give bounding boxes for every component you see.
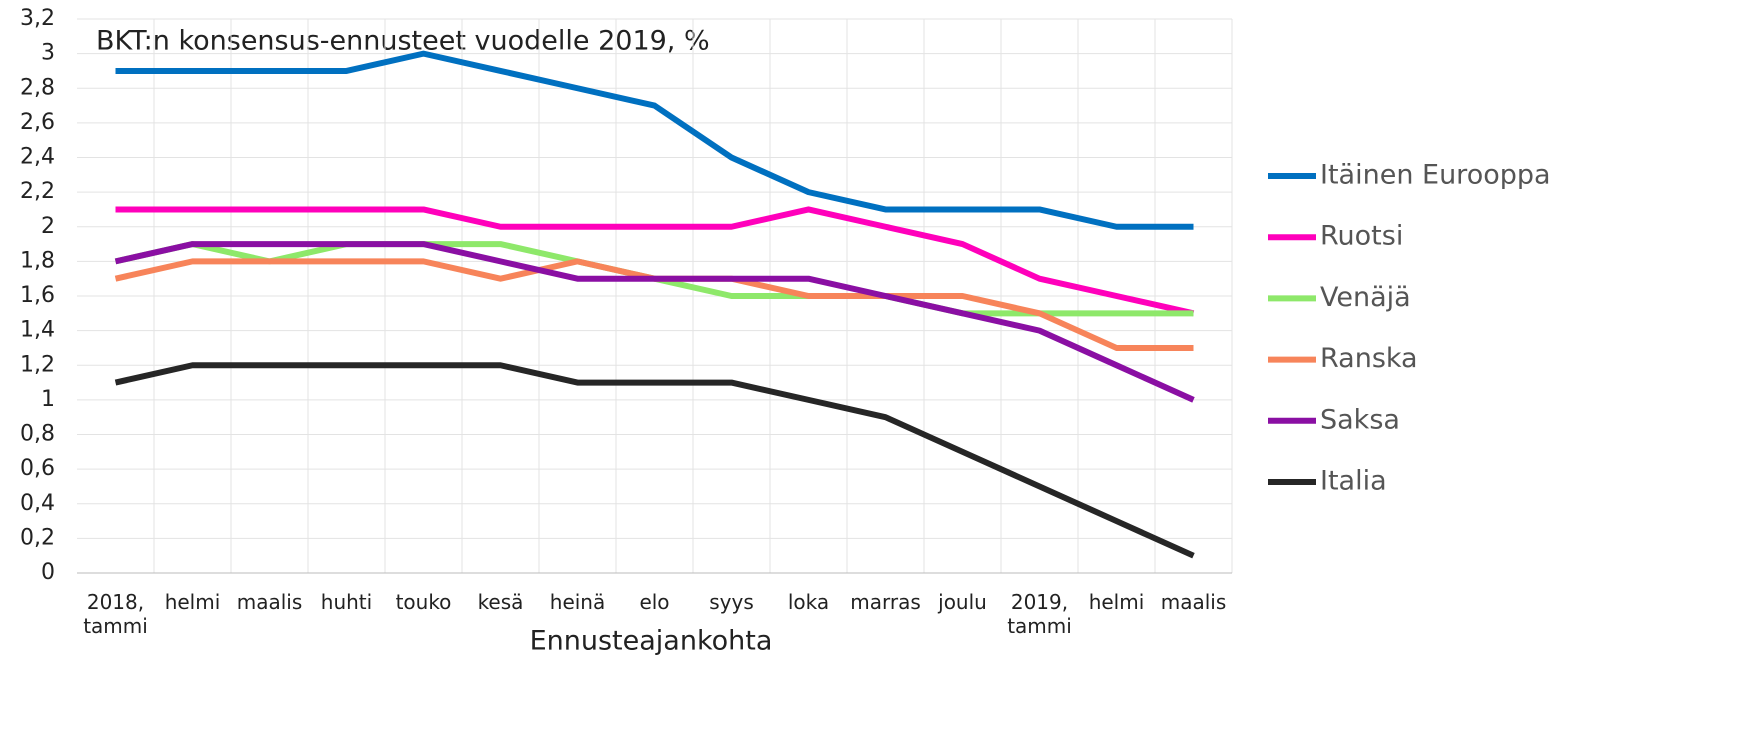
x-tick-label: huhti	[320, 590, 373, 614]
x-tick-label: helmi	[164, 590, 221, 614]
y-tick-label: 0	[41, 560, 55, 585]
legend-label: Italia	[1320, 466, 1387, 497]
y-tick-label: 1	[41, 387, 55, 412]
y-tick-label: 0,4	[20, 491, 55, 516]
x-tick-label: loka	[787, 590, 830, 614]
series-line	[115, 50, 1194, 230]
y-tick-label: 0,8	[20, 422, 55, 447]
series-line	[114, 362, 1195, 559]
y-tick-label: 0,2	[20, 525, 55, 550]
legend-label: Venäjä	[1320, 282, 1411, 313]
y-tick-label: 2	[41, 214, 55, 239]
x-tick-label: helmi	[1088, 590, 1145, 614]
x-tick-label: heinä	[549, 590, 606, 614]
legend-label: Ruotsi	[1320, 221, 1403, 252]
y-tick-label: 1,8	[20, 248, 55, 273]
y-tick-label: 2,8	[20, 75, 55, 100]
y-tick-label: 2,2	[20, 179, 55, 204]
x-tick-label: marras	[850, 590, 921, 614]
y-tick-label: 1,4	[20, 318, 55, 343]
y-tick-label: 3,2	[20, 6, 55, 31]
x-tick-label: 2018, tammi	[83, 590, 148, 638]
x-tick-label: touko	[395, 590, 452, 614]
y-tick-label: 2,4	[20, 145, 55, 170]
y-tick-label: 1,2	[20, 352, 55, 377]
y-tick-label: 2,6	[20, 110, 55, 135]
x-tick-label: elo	[639, 590, 670, 614]
legend-label: Itäinen Eurooppa	[1320, 160, 1551, 191]
legend-label: Ranska	[1320, 343, 1418, 374]
x-tick-label: kesä	[477, 590, 524, 614]
x-tick-label: joulu	[938, 590, 987, 614]
series-line	[114, 241, 1195, 403]
y-tick-label: 1,6	[20, 283, 55, 308]
x-tick-label: maalis	[1160, 590, 1227, 614]
series-line	[115, 206, 1195, 317]
x-tick-label: 2019, tammi	[1007, 590, 1072, 638]
x-axis-title: Ennusteajankohta	[530, 626, 773, 657]
x-tick-label: syys	[709, 590, 754, 614]
chart-title: BKT:n konsensus-ennusteet vuodelle 2019,…	[96, 26, 710, 57]
x-tick-label: maalis	[236, 590, 303, 614]
legend-label: Saksa	[1320, 404, 1400, 435]
y-tick-label: 3	[41, 41, 55, 66]
y-tick-label: 0,6	[20, 456, 55, 481]
